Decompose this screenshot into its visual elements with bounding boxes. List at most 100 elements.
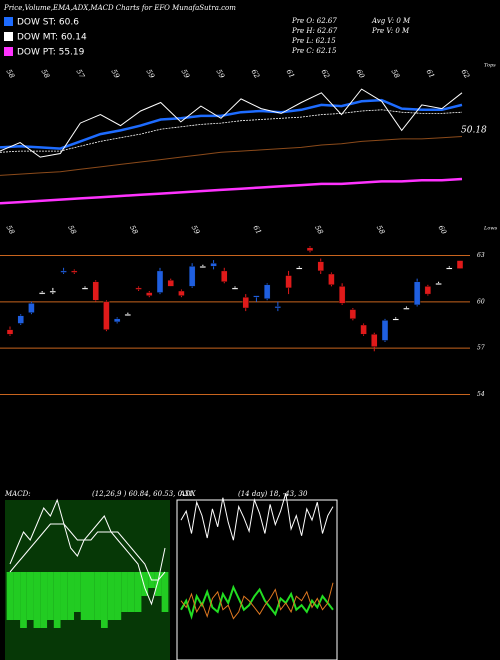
candle-body	[156, 270, 164, 293]
candle-body	[306, 247, 314, 252]
price-info: Avg V: 0 M	[371, 17, 411, 25]
top-label: 59	[110, 68, 122, 80]
adx-line	[180, 582, 334, 620]
macd-hist	[13, 572, 21, 620]
price-line	[0, 109, 463, 153]
candle-body	[221, 270, 228, 282]
candle-body	[210, 262, 217, 267]
candle-body	[113, 318, 121, 323]
lows-label: Lows	[483, 226, 498, 232]
candle-body	[199, 266, 207, 268]
candle-body	[349, 309, 357, 320]
low-label: 58	[128, 224, 140, 236]
top-label: 62	[250, 68, 262, 80]
macd-hist	[87, 572, 95, 620]
macd-hist	[40, 572, 48, 628]
candle-body	[49, 290, 57, 293]
macd-hist	[33, 572, 41, 628]
adx-title: ADX	[179, 490, 197, 498]
candle-body	[253, 295, 260, 298]
candle-body	[371, 334, 378, 347]
macd-hist	[26, 572, 34, 620]
legend-swatch	[4, 47, 13, 56]
candle-body	[135, 287, 142, 290]
top-label: 59	[180, 68, 192, 80]
macd-params: (12,26,9 ) 60.84, 60.53, 0.31	[92, 490, 193, 498]
candle-body	[28, 303, 35, 313]
candle-body	[178, 290, 185, 296]
top-label: 58	[5, 68, 17, 80]
tops-label: Tops	[484, 63, 496, 69]
legend-swatch	[4, 32, 13, 41]
candle-body	[285, 275, 292, 289]
candle-body	[60, 270, 67, 273]
candle-body	[231, 287, 239, 290]
price-info: Pre C: 62.15	[291, 47, 337, 55]
price-line	[0, 136, 463, 176]
macd-title: MACD:	[4, 490, 31, 498]
legend-label: DOW PT: 55.19	[17, 48, 85, 58]
low-label: 59	[190, 224, 202, 236]
candle-body	[17, 315, 24, 324]
top-label: 61	[285, 68, 296, 80]
y-tick-label: 57	[477, 345, 485, 352]
candle-body	[456, 260, 464, 269]
candle-body	[71, 270, 78, 273]
candle-body	[446, 267, 453, 270]
candle-body	[6, 329, 14, 335]
candle-body	[167, 279, 174, 287]
macd-hist	[47, 572, 54, 620]
price-info: Pre V: 0 M	[371, 27, 410, 35]
price-info: Pre H: 62.67	[291, 27, 338, 35]
right-label: 50.18	[461, 126, 487, 136]
price-line	[0, 177, 463, 205]
macd-hist	[107, 572, 115, 620]
top-label: 60	[355, 68, 367, 80]
macd-hist	[60, 572, 68, 620]
candle-body	[92, 281, 99, 301]
macd-hist	[127, 572, 135, 612]
low-label: 58	[66, 224, 78, 236]
low-label: 58	[313, 224, 325, 236]
macd-hist	[134, 572, 142, 612]
candle-body	[424, 286, 432, 295]
legend-label: DOW ST: 60.6	[17, 18, 79, 28]
low-label: 60	[437, 224, 449, 236]
adx-line	[180, 493, 334, 541]
macd-hist	[67, 572, 75, 620]
y-tick-label: 60	[477, 298, 485, 305]
candle-body	[81, 287, 89, 290]
price-info: Pre L: 62.15	[291, 37, 336, 45]
top-label: 58	[40, 68, 52, 80]
price-line	[0, 88, 463, 158]
adx-line	[180, 584, 334, 620]
macd-hist	[141, 572, 149, 596]
macd-hist	[121, 572, 128, 612]
macd-hist	[53, 572, 61, 628]
macd-line	[9, 498, 166, 606]
candle-body	[103, 301, 110, 330]
candle-body	[124, 313, 132, 316]
macd-hist	[6, 572, 14, 620]
macd-hist	[20, 572, 27, 628]
y-tick-label: 54	[477, 391, 485, 398]
top-label: 58	[390, 68, 402, 80]
candle-body	[338, 286, 346, 304]
low-label: 58	[5, 224, 17, 236]
candle-body	[146, 292, 153, 296]
candle-body	[435, 283, 442, 285]
signal-line	[9, 523, 166, 581]
page-title: Price,Volume,EMA,ADX,MACD Charts for EFO…	[3, 4, 236, 12]
candle-body	[296, 267, 303, 270]
top-label: 57	[75, 68, 87, 80]
candle-body	[317, 261, 324, 272]
legend-swatch	[4, 17, 13, 26]
adx-params: (14 day) 18, -43, 30	[238, 490, 308, 498]
macd-hist	[114, 572, 122, 620]
candle-body	[274, 306, 282, 309]
candle-body	[381, 320, 389, 341]
macd-hist	[154, 572, 162, 596]
low-label: 58	[375, 224, 387, 236]
